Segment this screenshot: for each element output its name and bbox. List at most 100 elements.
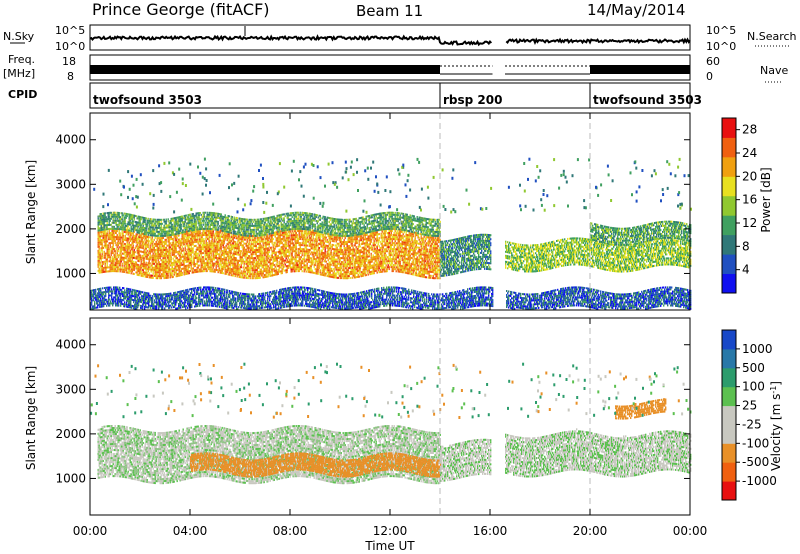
echo-cell bbox=[396, 262, 397, 264]
echo-cell bbox=[193, 243, 194, 245]
echo-cell bbox=[144, 259, 145, 261]
echo-cell bbox=[189, 232, 190, 234]
echo-cell bbox=[238, 252, 239, 254]
echo-cell bbox=[197, 263, 198, 265]
echo-cell bbox=[173, 242, 174, 244]
echo-cell bbox=[181, 262, 182, 264]
echo-cell bbox=[185, 247, 186, 249]
echo-cell bbox=[292, 270, 293, 272]
echo-cell bbox=[226, 261, 227, 263]
echo-cell bbox=[358, 248, 359, 250]
echo-cell bbox=[350, 265, 351, 267]
echo-cell bbox=[344, 239, 345, 241]
echo-cell bbox=[189, 256, 190, 258]
echo-cell bbox=[399, 241, 400, 243]
echo-cell bbox=[102, 265, 103, 267]
echo-cell bbox=[340, 269, 341, 271]
echo-cell bbox=[364, 255, 365, 257]
echo-cell bbox=[240, 268, 241, 270]
echo-cell bbox=[366, 248, 367, 250]
echo-cell bbox=[262, 275, 263, 277]
echo-cell bbox=[105, 255, 106, 257]
echo-cell bbox=[210, 262, 211, 264]
echo-cell bbox=[296, 232, 297, 234]
echo-cell bbox=[174, 274, 175, 276]
echo-cell bbox=[148, 270, 149, 272]
echo-cell bbox=[198, 267, 199, 269]
echo-cell bbox=[109, 254, 110, 256]
echo-cell bbox=[100, 264, 101, 266]
echo-cell bbox=[106, 239, 107, 241]
echo-cell bbox=[391, 252, 392, 254]
echo-cell bbox=[359, 242, 360, 244]
echo-cell bbox=[310, 253, 311, 255]
echo-cell bbox=[242, 274, 243, 276]
echo-cell bbox=[150, 244, 151, 246]
nsky-strip: N.Sky 10^5 10^0 10^5 10^0 N.Search bbox=[3, 24, 797, 53]
echo-cell bbox=[201, 242, 202, 244]
echo-cell bbox=[356, 254, 357, 256]
echo-cell bbox=[222, 270, 223, 272]
echo-cell bbox=[200, 230, 201, 232]
freq-unit: [MHz] bbox=[3, 67, 35, 80]
echo-cell bbox=[217, 251, 218, 253]
echo-cell bbox=[312, 246, 313, 248]
echo-cell bbox=[176, 247, 177, 249]
nsky-tick-high: 10^5 bbox=[55, 24, 85, 37]
echo-cell bbox=[212, 260, 213, 262]
echo-cell bbox=[148, 246, 149, 248]
echo-cell bbox=[241, 264, 242, 266]
date-label: 14/May/2014 bbox=[587, 1, 685, 19]
echo-cell bbox=[254, 261, 255, 263]
echo-cell bbox=[365, 272, 366, 274]
echo-cell bbox=[312, 239, 313, 241]
echo-cell bbox=[221, 246, 222, 248]
echo-cell bbox=[102, 257, 103, 259]
echo-cell bbox=[179, 239, 180, 241]
echo-cell bbox=[353, 247, 354, 249]
echo-cell bbox=[191, 258, 192, 260]
echo-cell bbox=[184, 251, 185, 253]
echo-cell bbox=[385, 234, 386, 236]
echo-cell bbox=[325, 250, 326, 252]
echo-cell bbox=[113, 252, 114, 254]
echo-cell bbox=[302, 260, 303, 262]
echo-cell bbox=[141, 261, 142, 263]
echo-cell bbox=[205, 256, 206, 258]
echo-cell bbox=[172, 272, 173, 274]
echo-cell bbox=[148, 242, 149, 244]
freq-tick-low: 8 bbox=[67, 70, 74, 83]
echo-cell bbox=[331, 252, 332, 254]
echo-cell bbox=[191, 260, 192, 262]
echo-cell bbox=[152, 251, 153, 253]
echo-cell bbox=[99, 246, 100, 248]
echo-cell bbox=[242, 238, 243, 240]
echo-cell bbox=[161, 277, 162, 279]
echo-cell bbox=[188, 238, 189, 240]
echo-cell bbox=[374, 272, 375, 274]
echo-cell bbox=[382, 231, 383, 233]
echo-cell bbox=[314, 234, 315, 236]
echo-cell bbox=[288, 267, 289, 269]
echo-cell bbox=[372, 249, 373, 251]
echo-cell bbox=[248, 249, 249, 251]
echo-cell bbox=[399, 253, 400, 255]
echo-cell bbox=[366, 274, 367, 276]
echo-cell bbox=[352, 267, 353, 269]
echo-cell bbox=[137, 240, 138, 242]
echo-cell bbox=[363, 241, 364, 243]
echo-cell bbox=[197, 255, 198, 257]
echo-cell bbox=[384, 238, 385, 240]
echo-cell bbox=[131, 234, 132, 236]
echo-cell bbox=[128, 240, 129, 242]
echo-cell bbox=[201, 254, 202, 256]
echo-cell bbox=[144, 239, 145, 241]
echo-cell bbox=[115, 252, 116, 254]
echo-cell bbox=[170, 270, 171, 272]
echo-cell bbox=[292, 252, 293, 254]
echo-cell bbox=[255, 237, 256, 239]
echo-cell bbox=[325, 269, 326, 271]
echo-cell bbox=[161, 247, 162, 249]
echo-cell bbox=[328, 259, 329, 261]
echo-cell bbox=[120, 238, 121, 240]
